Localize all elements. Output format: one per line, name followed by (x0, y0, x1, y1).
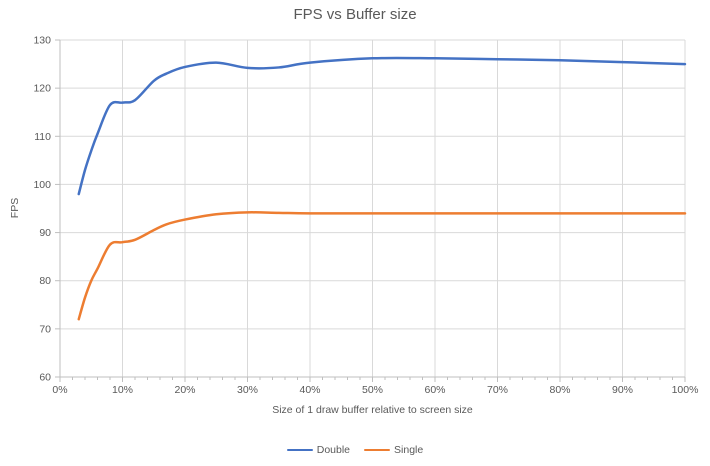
x-tick-label: 50% (362, 384, 383, 396)
x-tick-label: 100% (672, 384, 699, 396)
legend: Double Single (0, 442, 710, 458)
y-tick-label: 80 (39, 275, 51, 287)
legend-label-double: Double (316, 444, 351, 456)
x-tick-label: 10% (112, 384, 133, 396)
x-tick-label: 90% (612, 384, 633, 396)
legend-item-single: Single (364, 444, 423, 456)
x-tick-label: 40% (299, 384, 320, 396)
y-axis-title: FPS (9, 197, 21, 219)
chart-title: FPS vs Buffer size (293, 6, 417, 23)
x-tick-label: 0% (52, 384, 67, 396)
x-tick-label: 80% (549, 384, 570, 396)
x-axis-title: Size of 1 draw buffer relative to screen… (272, 404, 473, 416)
x-tick-label: 30% (237, 384, 258, 396)
legend-swatch-double (286, 448, 313, 452)
x-tick-label: 70% (487, 384, 508, 396)
y-tick-label: 70 (39, 323, 51, 335)
y-tick-label: 100 (33, 179, 51, 191)
y-tick-label: 60 (39, 372, 51, 384)
y-tick-label: 90 (39, 227, 51, 239)
series-line-single (77, 211, 687, 321)
x-tick-label: 20% (174, 384, 195, 396)
legend-item-double: Double (286, 444, 351, 456)
legend-label-single: Single (394, 444, 424, 456)
series-line-double (77, 56, 687, 196)
legend-swatch-single (364, 448, 391, 452)
y-tick-label: 110 (34, 131, 51, 143)
y-tick-label: 120 (33, 83, 51, 95)
y-tick-label: 130 (33, 35, 51, 47)
x-tick-label: 60% (424, 384, 445, 396)
